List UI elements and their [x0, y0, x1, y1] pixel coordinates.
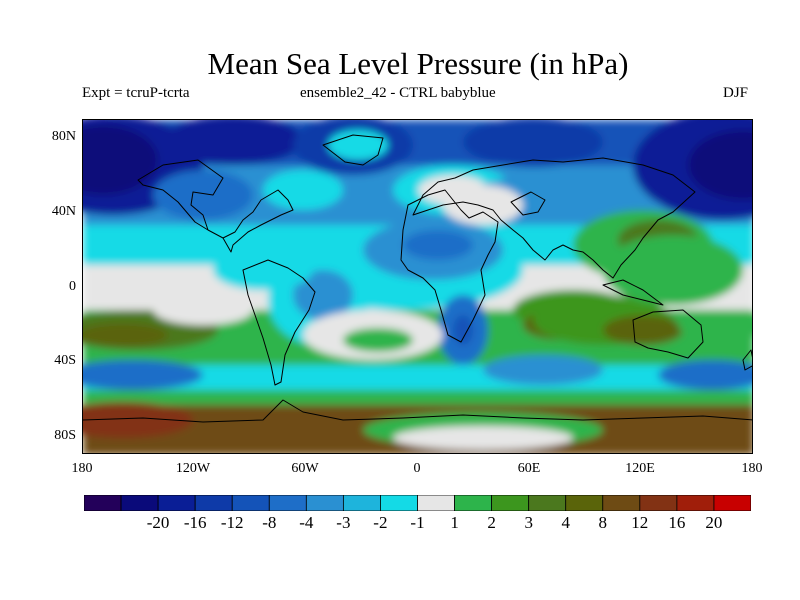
colorbar-label: 3	[524, 513, 533, 532]
pressure-map-plot	[83, 120, 752, 453]
colorbar-swatch	[157, 495, 196, 511]
ensemble-label: ensemble2_42 - CTRL babyblue	[300, 85, 496, 101]
y-tick-80n: 80N	[51, 129, 76, 144]
y-tick-80s: 80S	[54, 428, 76, 443]
map-title: Mean Sea Level Pressure (in hPa)	[207, 46, 629, 81]
x-tick-180w: 180	[71, 461, 93, 476]
colorbar-label: 2	[487, 513, 496, 532]
colorbar-swatch	[528, 495, 567, 511]
x-tick-60e: 60E	[517, 461, 541, 476]
colorbar-swatch	[417, 495, 455, 511]
colorbar-label: -3	[336, 513, 351, 532]
experiment-label: Expt = tcruP-tcrta	[82, 85, 190, 101]
y-tick-40s: 40S	[54, 353, 76, 368]
colorbar-label: -8	[262, 513, 277, 532]
colorbar	[84, 495, 751, 511]
colorbar-swatch	[84, 495, 122, 511]
colorbar-label: 16	[668, 513, 686, 532]
colorbar-swatch	[602, 495, 641, 511]
pressure-map	[82, 119, 753, 454]
colorbar-swatch	[639, 495, 678, 511]
x-tick-120w: 120W	[175, 461, 211, 476]
colorbar-label: -20	[146, 513, 170, 532]
colorbar-label: 1	[450, 513, 459, 532]
colorbar-swatch	[120, 495, 159, 511]
colorbar-label: 20	[705, 513, 723, 532]
colorbar-swatch	[342, 495, 381, 511]
colorbar-swatch	[268, 495, 307, 511]
x-tick-60w: 60W	[291, 461, 319, 476]
colorbar-label: -16	[183, 513, 207, 532]
colorbar-label: -1	[410, 513, 425, 532]
colorbar-swatch	[713, 495, 751, 511]
colorbar-label: 12	[631, 513, 649, 532]
colorbar-label: -4	[299, 513, 314, 532]
colorbar-swatch	[454, 495, 493, 511]
colorbar-label: -12	[220, 513, 244, 532]
colorbar-swatch	[305, 495, 344, 511]
x-tick-180e: 180	[741, 461, 763, 476]
colorbar-swatch	[491, 495, 530, 511]
colorbar-swatch	[231, 495, 270, 511]
colorbar-swatch	[194, 495, 233, 511]
x-tick-120e: 120E	[625, 461, 655, 476]
colorbar-swatch	[676, 495, 715, 511]
colorbar-swatch	[565, 495, 604, 511]
season-label: DJF	[723, 85, 749, 101]
y-tick-0: 0	[69, 279, 76, 294]
colorbar-swatch	[380, 495, 418, 511]
colorbar-label: 4	[561, 513, 570, 532]
colorbar-label: -2	[373, 513, 388, 532]
colorbar-label: 8	[598, 513, 608, 532]
y-tick-40n: 40N	[51, 204, 76, 219]
x-tick-0: 0	[413, 461, 421, 476]
